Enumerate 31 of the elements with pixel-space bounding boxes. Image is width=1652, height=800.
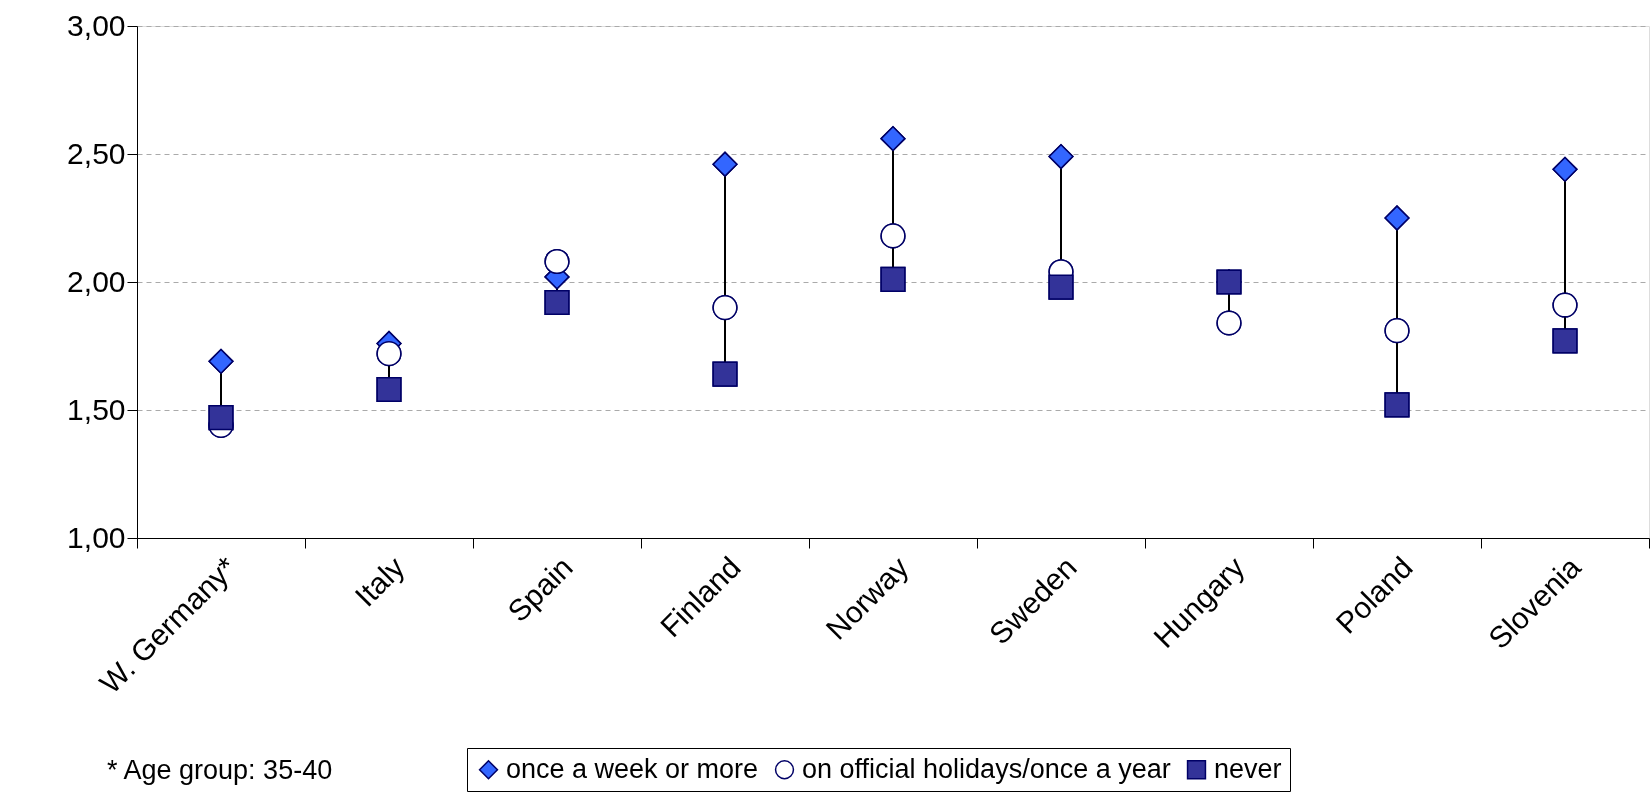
point xyxy=(1552,328,1578,354)
point xyxy=(1384,392,1410,418)
point xyxy=(376,341,402,367)
legend-label: on official holidays/once a year xyxy=(802,753,1171,784)
point xyxy=(544,289,570,316)
point xyxy=(880,126,906,152)
legend-label: never xyxy=(1214,753,1282,784)
y-tick-label: 3,00 xyxy=(67,8,126,42)
point xyxy=(880,266,906,293)
point xyxy=(880,223,906,249)
point xyxy=(712,295,738,321)
point xyxy=(1384,205,1410,231)
point xyxy=(1216,310,1242,336)
y-tick-label: 1,50 xyxy=(67,392,126,426)
y-tick-label: 2,00 xyxy=(67,264,126,298)
legend-label: once a week or more xyxy=(506,753,759,784)
point xyxy=(1552,292,1578,318)
x-tick-label: Italy xyxy=(348,550,411,613)
point xyxy=(1048,274,1074,300)
point xyxy=(376,376,402,403)
point xyxy=(1384,318,1410,344)
point xyxy=(208,348,234,374)
point xyxy=(1552,156,1578,182)
y-tick-label: 1,00 xyxy=(67,520,126,554)
point xyxy=(1048,143,1074,170)
text: * Age group: 35-40 xyxy=(107,755,333,785)
point xyxy=(712,361,738,387)
point xyxy=(544,248,570,275)
point xyxy=(208,405,234,431)
point xyxy=(712,151,738,177)
y-tick-label: 2,50 xyxy=(67,136,126,170)
